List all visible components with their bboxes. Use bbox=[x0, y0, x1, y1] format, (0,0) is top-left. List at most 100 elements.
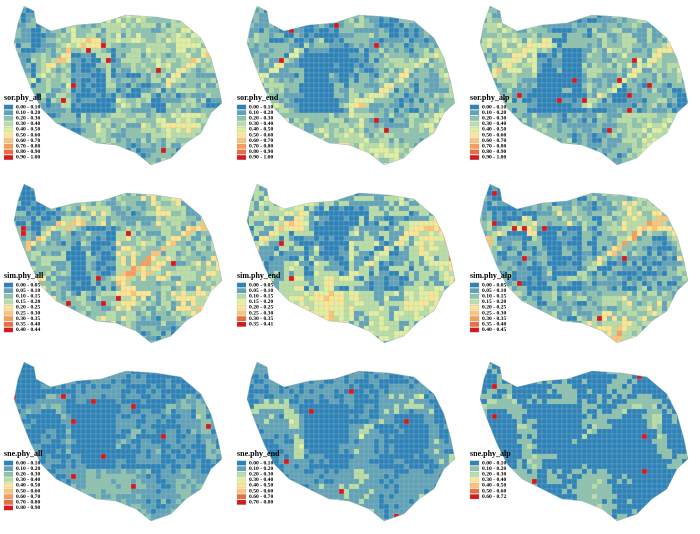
map-cell bbox=[273, 112, 280, 119]
map-cell bbox=[626, 117, 633, 124]
map-cell bbox=[75, 6, 82, 9]
map-cell bbox=[105, 210, 112, 217]
map-cell bbox=[388, 72, 395, 79]
map-cell bbox=[591, 72, 598, 79]
map-cell bbox=[115, 27, 122, 34]
map-cell bbox=[413, 22, 420, 29]
map-cell bbox=[165, 235, 172, 242]
map-cell bbox=[636, 67, 643, 74]
map-cell bbox=[526, 92, 533, 99]
map-cell bbox=[220, 12, 222, 19]
map-cell bbox=[516, 162, 523, 165]
map-cell bbox=[140, 235, 147, 242]
map-cell bbox=[268, 67, 275, 74]
map-cell bbox=[90, 235, 97, 242]
map-cell bbox=[363, 87, 370, 94]
map-cell bbox=[438, 112, 445, 119]
map-cell bbox=[676, 42, 683, 49]
map-cell bbox=[25, 22, 32, 29]
map-cell bbox=[160, 22, 167, 29]
map-cell bbox=[210, 162, 217, 165]
map-cell bbox=[273, 142, 280, 149]
map-cell bbox=[363, 27, 370, 34]
map-cell bbox=[378, 72, 385, 79]
map-cell bbox=[443, 157, 450, 164]
map-cell bbox=[145, 7, 152, 14]
map-cell bbox=[398, 117, 405, 124]
map-cell bbox=[60, 37, 67, 44]
map-cell bbox=[105, 112, 112, 119]
map-cell bbox=[686, 102, 688, 109]
map-cell bbox=[398, 122, 405, 129]
map-cell bbox=[651, 87, 658, 94]
map-cell bbox=[273, 7, 280, 14]
map-cell bbox=[373, 122, 380, 129]
map-cell bbox=[676, 12, 683, 19]
map-cell bbox=[215, 225, 222, 232]
map-cell bbox=[516, 57, 523, 64]
map-cell bbox=[586, 92, 593, 99]
map-cell bbox=[283, 7, 290, 14]
map-cell bbox=[150, 27, 157, 34]
map-cell bbox=[443, 77, 450, 84]
map-cell bbox=[120, 127, 127, 134]
map-cell bbox=[253, 22, 260, 29]
map-cell bbox=[671, 62, 678, 69]
map-cell bbox=[50, 250, 57, 257]
map-cell bbox=[288, 57, 295, 64]
map-cell bbox=[14, 27, 17, 34]
map-cell bbox=[566, 162, 573, 165]
map-cell bbox=[110, 12, 117, 19]
map-cell bbox=[333, 97, 340, 104]
map-cell bbox=[185, 117, 192, 124]
map-cell bbox=[661, 137, 668, 144]
map-cell bbox=[566, 7, 573, 14]
map-cell bbox=[145, 240, 152, 247]
map-cell bbox=[75, 127, 82, 134]
map-cell bbox=[388, 82, 395, 89]
map-cell bbox=[160, 127, 167, 134]
map-cell bbox=[596, 67, 603, 74]
map-cell bbox=[195, 82, 202, 89]
map-cell bbox=[40, 210, 47, 217]
map-cell bbox=[383, 102, 390, 109]
map-cell bbox=[140, 230, 147, 237]
map-cell bbox=[155, 77, 162, 84]
map-cell bbox=[358, 32, 365, 39]
map-cell bbox=[110, 235, 117, 242]
legend-label: 0.10 - 0.20 bbox=[482, 110, 506, 116]
map-cell bbox=[110, 250, 117, 257]
map-cell bbox=[576, 137, 583, 144]
map-outline bbox=[13, 5, 223, 166]
map-cell bbox=[85, 97, 92, 104]
map-cell bbox=[443, 17, 450, 24]
map-cell bbox=[626, 82, 633, 89]
map-cell bbox=[160, 67, 167, 74]
map-cell bbox=[636, 17, 643, 24]
legend-label: 0.40 - 0.50 bbox=[249, 127, 273, 133]
map-cell bbox=[403, 137, 410, 144]
map-cell bbox=[215, 127, 222, 134]
map-cell bbox=[80, 42, 87, 49]
map-cell bbox=[298, 97, 305, 104]
map-cell bbox=[586, 37, 593, 44]
map-cell bbox=[616, 142, 623, 149]
map-cell bbox=[145, 32, 152, 39]
map-cell bbox=[288, 6, 295, 9]
map-cell bbox=[448, 87, 455, 94]
map-cell bbox=[14, 6, 17, 9]
map-cell bbox=[383, 142, 390, 149]
map-cell bbox=[247, 7, 250, 14]
map-cell bbox=[180, 190, 187, 197]
map-cell bbox=[298, 37, 305, 44]
map-cell bbox=[85, 67, 92, 74]
map-cell bbox=[433, 97, 440, 104]
map-cell bbox=[343, 62, 350, 69]
map-cell bbox=[278, 7, 285, 14]
map-cell bbox=[438, 122, 445, 129]
map-cell bbox=[14, 162, 17, 165]
map-cell bbox=[576, 72, 583, 79]
map-cell bbox=[323, 147, 330, 154]
map-cell bbox=[531, 117, 538, 124]
map-cell bbox=[591, 127, 598, 134]
